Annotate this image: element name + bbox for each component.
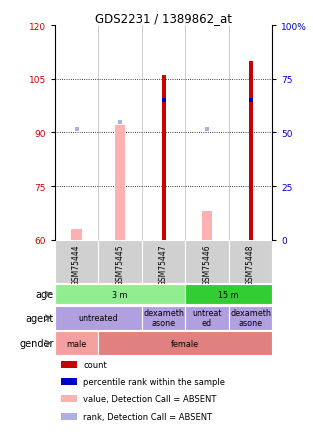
Bar: [55, 306, 142, 330]
Bar: [55, 240, 98, 284]
Text: 15 m: 15 m: [218, 290, 239, 299]
Text: untreated: untreated: [79, 313, 118, 322]
Bar: [185, 284, 272, 305]
Title: GDS2231 / 1389862_at: GDS2231 / 1389862_at: [95, 12, 232, 25]
Bar: [61, 362, 77, 368]
Bar: [142, 240, 185, 284]
Bar: [98, 331, 272, 355]
Text: agent: agent: [26, 313, 54, 323]
Bar: [115, 126, 126, 240]
Bar: [55, 331, 98, 355]
Text: GSM75445: GSM75445: [115, 244, 125, 285]
Text: untreat
ed: untreat ed: [192, 308, 222, 328]
Bar: [185, 306, 229, 330]
Text: value, Detection Call = ABSENT: value, Detection Call = ABSENT: [83, 394, 216, 403]
Text: GSM75447: GSM75447: [159, 244, 168, 285]
Bar: [55, 284, 185, 305]
Text: male: male: [66, 339, 87, 348]
Bar: [185, 240, 229, 284]
Bar: [61, 378, 77, 385]
Bar: [229, 306, 272, 330]
Text: female: female: [171, 339, 199, 348]
Text: age: age: [36, 289, 54, 299]
Text: gender: gender: [19, 339, 54, 349]
Bar: [229, 240, 272, 284]
Bar: [202, 212, 213, 240]
Text: GSM75444: GSM75444: [72, 244, 81, 285]
Text: rank, Detection Call = ABSENT: rank, Detection Call = ABSENT: [83, 412, 212, 421]
Bar: [71, 230, 82, 240]
Bar: [249, 62, 253, 240]
Bar: [142, 306, 185, 330]
Bar: [98, 240, 142, 284]
Text: percentile rank within the sample: percentile rank within the sample: [83, 377, 225, 386]
Bar: [61, 395, 77, 402]
Text: dexameth
asone: dexameth asone: [230, 308, 271, 328]
Text: 3 m: 3 m: [112, 290, 128, 299]
Text: GSM75446: GSM75446: [203, 244, 212, 285]
Bar: [61, 413, 77, 420]
Text: count: count: [83, 360, 107, 369]
Text: GSM75448: GSM75448: [246, 244, 255, 285]
Bar: [162, 76, 166, 240]
Text: dexameth
asone: dexameth asone: [143, 308, 184, 328]
